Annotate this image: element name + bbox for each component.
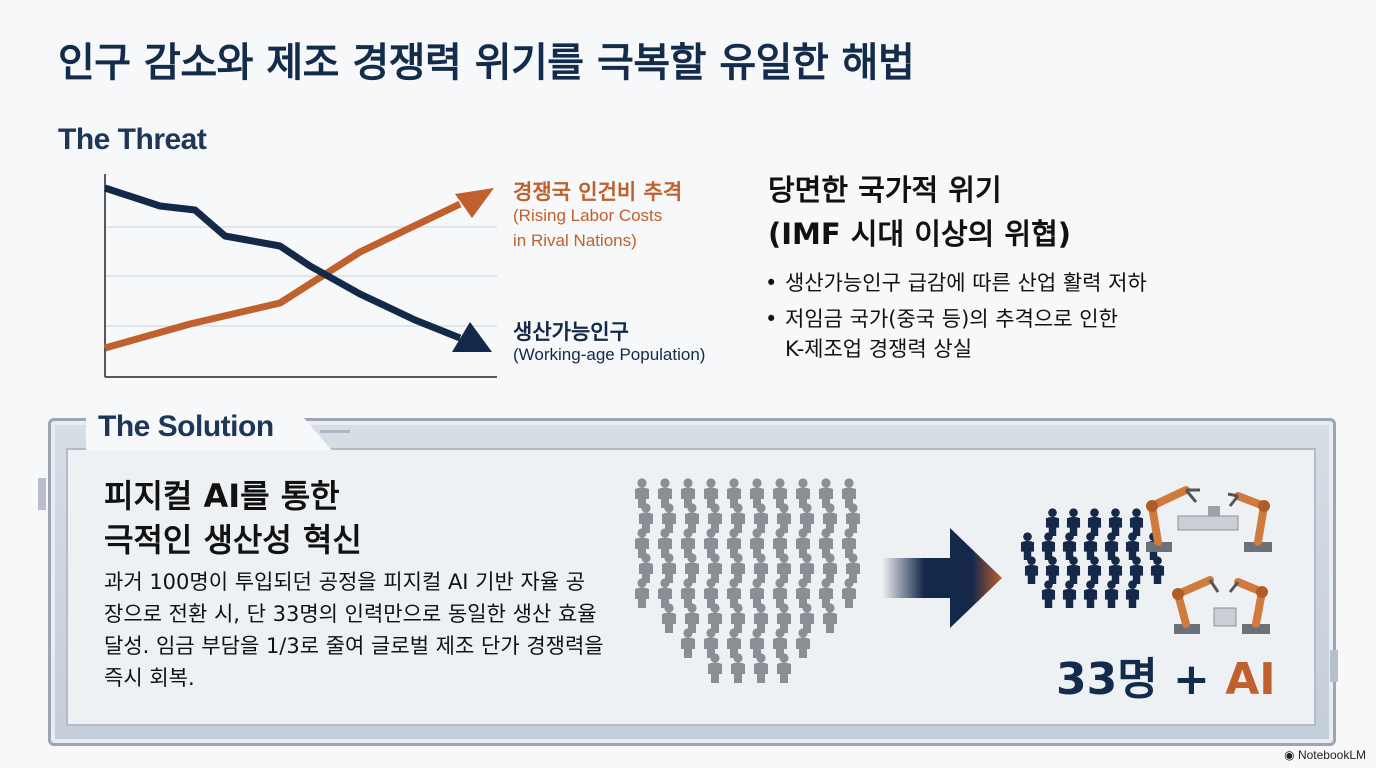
crisis-title: 당면한 국가적 위기 (IMF 시대 이상의 위협): [768, 168, 1071, 256]
watermark-text: NotebookLM: [1297, 748, 1366, 762]
solution-tab: The Solution: [86, 404, 332, 450]
robot-arm-icon: [1146, 486, 1200, 552]
crisis-bullet-list: 생산가능인구 급감에 따른 산업 활력 저하 저임금 국가(중국 등)의 추격으…: [765, 268, 1147, 370]
person-icon: [1041, 532, 1056, 560]
people-crowd-icon: [635, 478, 860, 683]
result-label: 33명 + AI: [1056, 652, 1276, 708]
working-age-population-line: [103, 184, 462, 342]
threat-section-label: The Threat: [58, 123, 207, 156]
person-icon: [1045, 556, 1060, 584]
crisis-bullet: 저임금 국가(중국 등)의 추격으로 인한 K-제조업 경쟁력 상실: [765, 304, 1147, 364]
robot-arm-icon: [1227, 492, 1272, 552]
crisis-bullet-text: 저임금 국가(중국 등)의 추격으로 인한: [785, 307, 1118, 331]
frame-decoration: [1330, 650, 1338, 682]
person-icon: [1066, 508, 1081, 536]
person-icon: [1104, 532, 1119, 560]
person-icon: [1108, 508, 1123, 536]
robot-arm-icon: [1146, 486, 1272, 634]
rising-series-sublabel-1: (Rising Labor Costs: [513, 206, 663, 225]
person-icon: [1020, 532, 1035, 560]
person-icon: [1062, 532, 1077, 560]
crisis-title-line1: 당면한 국가적 위기: [768, 173, 1002, 207]
person-icon: [1087, 508, 1102, 536]
rising-series-label: 경쟁국 인건비 추격: [513, 180, 683, 204]
crisis-bullet-text: 생산가능인구 급감에 따른 산업 활력 저하: [785, 271, 1147, 295]
person-icon: [1104, 580, 1119, 608]
frame-decoration: [320, 430, 350, 433]
threat-line-chart: [103, 174, 497, 378]
person-icon: [1083, 532, 1098, 560]
falling-series-sublabel: (Working-age Population): [513, 345, 706, 364]
person-icon: [1066, 556, 1081, 584]
frame-decoration: [38, 478, 46, 510]
crisis-bullet: 생산가능인구 급감에 따른 산업 활력 저하: [765, 268, 1147, 298]
falling-arrow-head: [452, 322, 492, 352]
person-icon: [1041, 580, 1056, 608]
transition-arrow-icon: [882, 528, 1002, 628]
person-icon: [1062, 580, 1077, 608]
robot-arm-icon: [1172, 576, 1220, 634]
robot-arm-icon: [1228, 578, 1270, 634]
solution-section-label: The Solution: [98, 410, 274, 443]
notebooklm-watermark: ◉ NotebookLM: [1284, 748, 1366, 762]
solution-body-text: 과거 100명이 투입되던 공정을 피지컬 AI 기반 자율 공장으로 전환 시…: [104, 570, 604, 690]
person-icon: [1087, 556, 1102, 584]
rising-labor-cost-line: [104, 200, 462, 352]
notebooklm-logo-icon: ◉: [1284, 748, 1295, 762]
solution-title: 피지컬 AI를 통한 극적인 생산성 혁신: [104, 474, 362, 562]
solution-title-line2: 극적인 생산성 혁신: [104, 521, 362, 559]
crisis-title-line2: (IMF 시대 이상의 위협): [768, 217, 1072, 251]
falling-series-label: 생산가능인구: [513, 320, 629, 344]
result-number: 33명 +: [1056, 654, 1210, 705]
result-ai: AI: [1225, 654, 1276, 705]
person-icon: [1108, 556, 1123, 584]
solution-title-line1: 피지컬 AI를 통한: [104, 477, 340, 515]
crisis-bullet-text: K-제조업 경쟁력 상실: [785, 337, 973, 361]
page-title: 인구 감소와 제조 경쟁력 위기를 극복할 유일한 해법: [58, 40, 915, 86]
person-icon: [1024, 556, 1039, 584]
person-icon: [1045, 508, 1060, 536]
rising-arrow-head: [455, 188, 494, 218]
person-icon: [1083, 580, 1098, 608]
rising-series-sublabel-2: in Rival Nations): [513, 231, 637, 250]
